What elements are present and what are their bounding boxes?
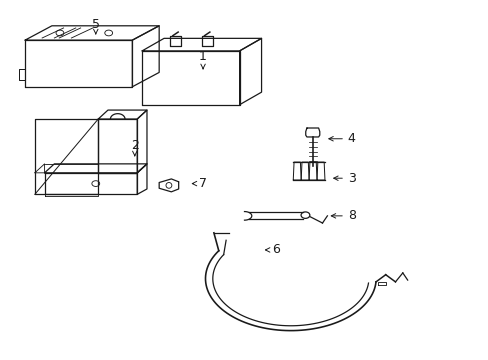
Text: 2: 2: [131, 139, 139, 156]
Text: 5: 5: [92, 18, 100, 34]
Text: 3: 3: [333, 172, 355, 185]
Text: 4: 4: [328, 132, 355, 145]
Text: 8: 8: [330, 210, 355, 222]
Text: 7: 7: [192, 177, 206, 190]
Text: 1: 1: [199, 50, 206, 69]
Text: 6: 6: [265, 243, 280, 256]
